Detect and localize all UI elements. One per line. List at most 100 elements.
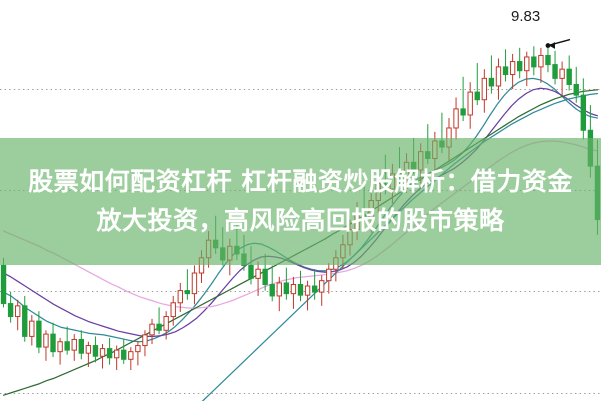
- candle-body: [262, 268, 268, 285]
- candle-body: [319, 280, 325, 293]
- candle-body: [304, 285, 311, 296]
- candle: [460, 76, 466, 122]
- ma-line-ma5: [2, 77, 599, 343]
- candle: [78, 330, 85, 360]
- candle: [297, 270, 304, 302]
- candle-body: [297, 283, 304, 296]
- candle: [559, 61, 565, 96]
- candle: [163, 311, 169, 340]
- candle: [453, 97, 459, 140]
- candle-body: [99, 348, 106, 357]
- candle: [113, 345, 120, 370]
- candle: [311, 269, 318, 300]
- candle: [22, 295, 28, 342]
- candle-body: [71, 338, 77, 351]
- candle: [29, 315, 35, 346]
- ma-line-ma10: [2, 87, 599, 338]
- candle-body: [92, 345, 99, 357]
- candle-body: [453, 108, 459, 129]
- candle: [135, 340, 141, 366]
- candle-body: [283, 282, 290, 295]
- candle-body: [50, 333, 56, 353]
- candle: [71, 334, 77, 361]
- candle: [580, 78, 587, 140]
- candle-body: [566, 68, 572, 85]
- candle-body: [559, 68, 565, 79]
- candle: [269, 265, 275, 302]
- candle-body: [255, 268, 261, 279]
- candle-body: [85, 345, 92, 354]
- candle-body: [580, 94, 587, 131]
- candle-body: [269, 283, 275, 297]
- candle: [149, 318, 155, 345]
- candle: [177, 282, 183, 312]
- candle-body: [64, 341, 70, 351]
- candle: [57, 337, 63, 365]
- candle-body: [502, 66, 509, 76]
- headline-banner: [0, 138, 601, 265]
- candle: [0, 257, 7, 308]
- candle: [43, 330, 49, 361]
- candle: [191, 265, 198, 305]
- candle: [64, 326, 70, 355]
- candle-body: [106, 348, 113, 359]
- candle: [7, 292, 14, 323]
- candle-body: [149, 323, 155, 336]
- candle: [276, 276, 282, 312]
- candle: [531, 46, 537, 76]
- candle: [326, 263, 332, 294]
- candle: [36, 311, 42, 354]
- candle: [121, 339, 127, 364]
- candle-body: [545, 54, 551, 66]
- candle-body: [22, 305, 28, 337]
- candle-body: [29, 320, 35, 337]
- candle-body: [474, 91, 480, 101]
- candle: [156, 307, 162, 335]
- candle-body: [135, 345, 141, 353]
- candle-body: [57, 341, 63, 353]
- candle: [474, 63, 480, 106]
- candle: [481, 69, 488, 113]
- candle-body: [0, 264, 7, 305]
- candle-body: [14, 305, 21, 318]
- candle: [488, 55, 495, 94]
- candle-body: [509, 61, 516, 76]
- candle-body: [573, 83, 579, 96]
- candle-body: [184, 290, 191, 295]
- candle-body: [467, 91, 473, 116]
- candle-body: [177, 290, 183, 304]
- candle: [283, 267, 290, 300]
- candle: [50, 322, 56, 358]
- candle-body: [488, 77, 495, 87]
- annotation-marker-group: [545, 38, 571, 49]
- candle: [573, 66, 579, 103]
- candle-body: [524, 56, 530, 72]
- candle-body: [311, 285, 318, 293]
- candle-body: [552, 64, 558, 79]
- candle-body: [36, 320, 42, 348]
- candle: [85, 341, 92, 367]
- candle: [566, 55, 572, 91]
- candle-body: [276, 282, 282, 297]
- candle: [92, 336, 99, 363]
- candle-body: [516, 61, 523, 72]
- candle: [255, 261, 261, 296]
- candle-body: [191, 272, 198, 295]
- candle: [290, 276, 297, 309]
- candle-body: [531, 56, 537, 68]
- candle-body: [538, 54, 544, 68]
- candle-body: [78, 338, 85, 354]
- candle-body: [156, 323, 162, 331]
- ma-line-ma120: [201, 92, 599, 401]
- arrow-left-marker: [548, 42, 555, 49]
- candle: [106, 337, 113, 365]
- candle: [142, 330, 148, 357]
- candle-body: [481, 77, 488, 101]
- candle-body: [290, 283, 297, 295]
- candle-body: [170, 302, 176, 318]
- candle: [495, 58, 502, 100]
- candle-body: [7, 303, 14, 318]
- candle: [170, 295, 176, 326]
- candle: [99, 344, 106, 369]
